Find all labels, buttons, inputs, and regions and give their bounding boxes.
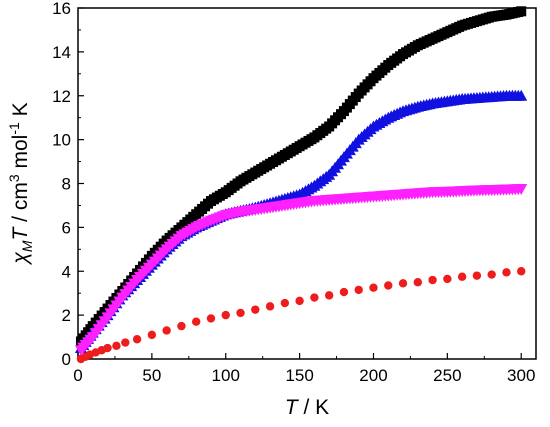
data-point xyxy=(324,291,334,300)
x-tick-label: 300 xyxy=(507,366,535,385)
data-point xyxy=(265,302,275,311)
data-point xyxy=(354,285,363,295)
x-tick-label: 200 xyxy=(359,366,387,385)
data-point xyxy=(517,267,526,276)
x-tick-label: 250 xyxy=(433,366,461,385)
y-tick-label: 2 xyxy=(62,306,71,325)
x-axis-title: T / K xyxy=(285,396,329,419)
data-point xyxy=(516,6,527,17)
series-marks xyxy=(74,6,528,364)
data-point xyxy=(112,341,121,351)
y-tick-label: 0 xyxy=(62,350,71,369)
x-tick-label: 50 xyxy=(142,366,161,385)
x-axis-ticks: 0 50 100 150 200 250 300 xyxy=(73,353,535,385)
y-axis-title-sup1: 3 xyxy=(6,174,22,182)
data-point xyxy=(428,275,437,285)
y-tick-label: 16 xyxy=(52,0,71,18)
y-tick-label: 10 xyxy=(52,131,71,150)
series-triangle-up xyxy=(74,89,528,354)
y-axis-title: χMT / cm3 mol-1 K xyxy=(6,102,35,265)
data-point xyxy=(457,272,467,281)
y-axis-title-k: K xyxy=(9,102,32,122)
x-axis-title-var: T xyxy=(285,396,300,419)
x-tick-label: 150 xyxy=(285,366,313,385)
data-point xyxy=(472,271,482,280)
data-point xyxy=(177,321,186,331)
data-point xyxy=(339,287,349,297)
data-point xyxy=(413,278,423,287)
series-triangle-down xyxy=(74,183,528,357)
series-square xyxy=(75,6,527,347)
data-point xyxy=(515,89,528,101)
data-point xyxy=(162,326,171,335)
plot-frame xyxy=(77,7,537,360)
data-point xyxy=(221,310,230,320)
data-point xyxy=(206,314,216,323)
y-tick-label: 14 xyxy=(52,43,71,62)
data-point xyxy=(515,183,528,195)
data-point xyxy=(502,268,511,277)
y-tick-label: 12 xyxy=(52,87,71,106)
data-point xyxy=(132,335,142,344)
y-axis-title-mol: mol xyxy=(9,135,32,175)
data-point xyxy=(103,343,112,353)
x-tick-label: 0 xyxy=(73,366,82,385)
data-point xyxy=(147,330,157,340)
y-tick-label: 8 xyxy=(62,175,71,194)
data-point xyxy=(236,308,245,318)
data-point xyxy=(295,296,304,306)
y-axis-title-t: T xyxy=(9,225,32,240)
x-tick-label: 100 xyxy=(212,366,240,385)
data-point xyxy=(121,338,130,347)
y-axis-title-unit1: / cm xyxy=(9,182,32,228)
y-axis-title-sup2: -1 xyxy=(6,122,22,135)
data-point xyxy=(310,293,319,302)
data-point xyxy=(251,305,260,314)
data-point xyxy=(369,283,378,292)
y-axis-ticks: 0 2 4 6 8 10 12 14 16 xyxy=(52,0,84,369)
y-axis-title-sub: M xyxy=(19,240,35,252)
data-point xyxy=(191,317,201,326)
data-point xyxy=(384,281,393,290)
data-point xyxy=(398,279,408,288)
data-point xyxy=(487,270,496,279)
y-tick-label: 4 xyxy=(62,262,71,281)
y-tick-label: 6 xyxy=(62,218,71,237)
series-circle xyxy=(76,267,526,364)
y-axis-title-chi: χ xyxy=(9,252,32,266)
x-axis-title-unit: / K xyxy=(298,396,330,419)
data-point xyxy=(280,298,290,308)
data-point xyxy=(443,274,452,284)
